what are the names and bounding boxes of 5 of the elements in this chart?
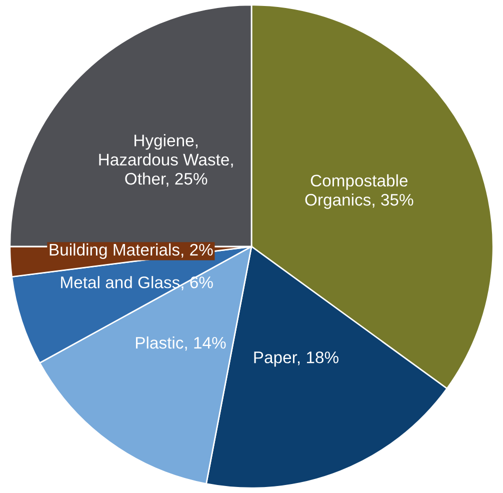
slice-label: Compostable Organics, 35%: [305, 174, 414, 209]
slice-label: Plastic, 14%: [136, 336, 226, 351]
slice-label: Paper, 18%: [254, 352, 338, 367]
slice-label: Hygiene, Hazardous Waste, Other, 25%: [99, 134, 233, 187]
slice-label: Building Materials, 2%: [50, 243, 213, 259]
